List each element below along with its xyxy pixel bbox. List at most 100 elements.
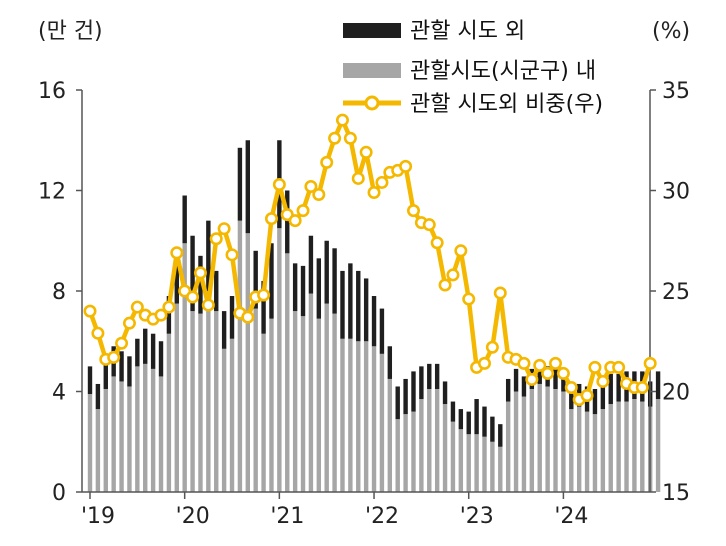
legend-label-share: 관할 시도외 비중(우) bbox=[410, 92, 603, 117]
bar-inside bbox=[111, 376, 116, 492]
bar-inside bbox=[198, 313, 203, 492]
share-point bbox=[209, 232, 223, 246]
bar-inside bbox=[174, 303, 179, 492]
share-point bbox=[296, 204, 310, 218]
bar-outside bbox=[411, 371, 416, 412]
bar-inside bbox=[371, 346, 377, 492]
share-point bbox=[485, 340, 499, 354]
bar-inside bbox=[127, 386, 132, 492]
bars-layer bbox=[87, 140, 661, 493]
share-point bbox=[312, 188, 326, 202]
bar-inside bbox=[600, 409, 606, 492]
bar-outside bbox=[253, 250, 258, 309]
bar-outside bbox=[482, 406, 487, 437]
bar-outside bbox=[363, 278, 369, 342]
share-point bbox=[564, 380, 578, 394]
share-point bbox=[454, 244, 468, 258]
bar-inside bbox=[498, 446, 503, 492]
bar-outside bbox=[450, 401, 456, 422]
bar-inside bbox=[624, 401, 629, 492]
bar-outside bbox=[103, 361, 108, 389]
share-point bbox=[375, 175, 389, 189]
share-point bbox=[257, 288, 271, 302]
bar-inside bbox=[332, 313, 337, 492]
bar-outside bbox=[237, 147, 243, 221]
bar-inside bbox=[253, 308, 258, 492]
bar-outside bbox=[87, 366, 93, 395]
bar-inside bbox=[545, 386, 550, 492]
share-point bbox=[343, 131, 357, 145]
share-point bbox=[83, 304, 97, 318]
legend: 관할 시도 외 관할시도(시군구) 내 관할 시도외 비중(우) bbox=[343, 19, 603, 117]
right-tick-label: 15 bbox=[662, 481, 690, 506]
bar-inside bbox=[458, 429, 464, 492]
bar-inside bbox=[190, 311, 195, 492]
bar-inside bbox=[316, 318, 322, 492]
share-point bbox=[91, 326, 105, 340]
share-line-layer bbox=[83, 113, 657, 407]
bar-outside bbox=[182, 195, 187, 244]
bar-outside bbox=[561, 371, 566, 392]
left-axis-unit: (만 건) bbox=[38, 19, 103, 44]
x-tick-label: '19 bbox=[81, 504, 115, 529]
left-tick-label: 8 bbox=[52, 280, 66, 305]
bar-outside bbox=[537, 361, 542, 384]
bar-inside bbox=[363, 341, 369, 492]
share-point bbox=[107, 350, 121, 364]
bar-inside bbox=[434, 388, 440, 492]
bar-inside bbox=[592, 414, 598, 492]
bar-inside bbox=[245, 233, 250, 492]
bar-inside bbox=[616, 401, 621, 492]
bar-outside bbox=[245, 140, 250, 234]
left-tick-label: 0 bbox=[52, 481, 66, 506]
share-point bbox=[541, 366, 555, 380]
bar-outside bbox=[521, 376, 527, 397]
share-point bbox=[422, 218, 436, 232]
bar-inside bbox=[632, 399, 637, 492]
bar-inside bbox=[348, 338, 353, 492]
bar-outside bbox=[379, 308, 385, 354]
bar-outside bbox=[119, 351, 124, 382]
x-tick-label: '24 bbox=[554, 504, 588, 529]
share-point bbox=[351, 171, 365, 185]
bar-inside bbox=[427, 388, 432, 492]
bar-outside bbox=[513, 368, 519, 392]
right-tick-label: 25 bbox=[662, 280, 690, 305]
bar-outside bbox=[174, 260, 179, 304]
share-point bbox=[446, 268, 460, 282]
bar-inside bbox=[237, 220, 243, 492]
bar-inside bbox=[269, 318, 274, 492]
bar-inside bbox=[135, 366, 140, 493]
share-point bbox=[438, 278, 452, 292]
bar-inside bbox=[214, 311, 219, 492]
bar-outside bbox=[269, 243, 274, 319]
bar-inside bbox=[166, 333, 172, 492]
bar-inside bbox=[513, 391, 519, 492]
bar-inside bbox=[387, 378, 393, 492]
share-point bbox=[304, 179, 318, 193]
legend-swatch-outside bbox=[343, 23, 401, 38]
bar-inside bbox=[182, 243, 187, 492]
bar-outside bbox=[403, 378, 408, 415]
bar-outside bbox=[95, 383, 101, 410]
bar-inside bbox=[403, 414, 408, 492]
left-tick-label: 12 bbox=[38, 180, 66, 205]
right-tick-label: 30 bbox=[662, 180, 690, 205]
bar-outside bbox=[198, 255, 203, 314]
bar-inside bbox=[285, 253, 290, 492]
bar-inside bbox=[395, 419, 400, 492]
bar-outside bbox=[434, 363, 440, 389]
right-tick-label: 35 bbox=[662, 79, 690, 104]
right-tick-label: 20 bbox=[662, 381, 690, 406]
share-point bbox=[115, 336, 129, 350]
legend-swatch-inside bbox=[343, 63, 401, 78]
bar-outside bbox=[348, 263, 353, 339]
bar-inside bbox=[150, 368, 156, 492]
bar-outside bbox=[387, 346, 393, 379]
share-point bbox=[367, 186, 381, 200]
share-point bbox=[130, 300, 144, 314]
share-point bbox=[225, 248, 239, 262]
share-point bbox=[406, 204, 420, 218]
bar-outside bbox=[316, 258, 322, 319]
